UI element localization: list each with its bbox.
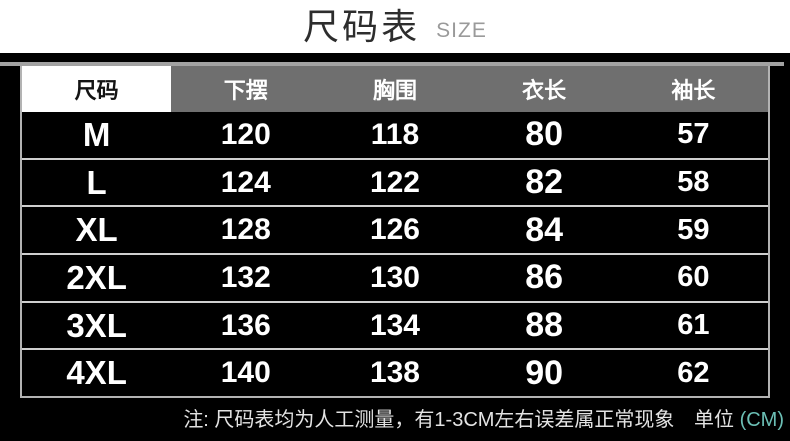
value-cell: 122 <box>369 165 420 199</box>
unit-value: (CM) <box>739 409 784 431</box>
value-cell: 90 <box>525 353 564 392</box>
value-cell: 57 <box>677 118 710 151</box>
size-cell: 2XL <box>66 258 127 296</box>
table-row: 2XL 132 130 86 60 <box>22 253 768 301</box>
size-cell: 4XL <box>66 354 127 392</box>
size-chart-table: 尺码 下摆 胸围 衣长 袖长 M 120 118 80 57 L 124 122… <box>20 66 770 398</box>
size-cell: L <box>86 163 107 201</box>
value-cell: 134 <box>369 308 420 342</box>
table-row: L 124 122 82 58 <box>22 157 768 206</box>
size-cell: M <box>82 115 111 153</box>
value-cell: 62 <box>677 356 710 389</box>
top-divider-line <box>0 62 784 66</box>
value-cell: 80 <box>525 115 564 154</box>
value-cell: 58 <box>677 166 710 198</box>
header-cell-hem: 下摆 <box>171 66 321 112</box>
value-cell: 126 <box>369 213 420 247</box>
value-cell: 132 <box>220 260 271 294</box>
table-header-row: 尺码 下摆 胸围 衣长 袖长 <box>22 66 768 112</box>
value-cell: 60 <box>677 261 710 294</box>
value-cell: 124 <box>220 165 271 199</box>
value-cell: 138 <box>369 356 420 390</box>
header-cell-length: 衣长 <box>469 66 619 112</box>
header-cell-bust: 胸围 <box>320 66 470 112</box>
size-chart-panel: 尺码 下摆 胸围 衣长 袖长 M 120 118 80 57 L 124 122… <box>0 53 790 441</box>
table-row: XL 128 126 84 59 <box>22 205 768 253</box>
value-cell: 128 <box>220 213 271 247</box>
header-cell-size: 尺码 <box>22 66 172 112</box>
page-title: 尺码表 SIZE <box>0 0 790 53</box>
value-cell: 118 <box>370 117 420 151</box>
table-row: M 120 118 80 57 <box>22 112 768 158</box>
value-cell: 88 <box>525 306 564 345</box>
value-cell: 120 <box>220 117 271 151</box>
measurement-note: 注: 尺码表均为人工测量，有1-3CM左右误差属正常现象 单位 (CM) <box>183 403 784 432</box>
value-cell: 59 <box>677 213 710 246</box>
title-chinese: 尺码表 <box>303 5 421 47</box>
value-cell: 84 <box>525 210 564 249</box>
note-text: 注: 尺码表均为人工测量，有1-3CM左右误差属正常现象 <box>183 409 675 431</box>
size-cell: 3XL <box>66 306 127 344</box>
value-cell: 140 <box>220 356 271 390</box>
value-cell: 136 <box>220 308 271 342</box>
header-cell-sleeve: 袖长 <box>618 66 768 112</box>
value-cell: 86 <box>525 258 564 297</box>
table-row: 3XL 136 134 88 61 <box>22 300 768 349</box>
title-english: SIZE <box>436 19 487 42</box>
table-row: 4XL 140 138 90 62 <box>22 348 768 396</box>
value-cell: 130 <box>369 260 420 294</box>
value-cell: 82 <box>525 163 564 201</box>
size-cell: XL <box>75 211 118 249</box>
unit-label: 单位 <box>694 409 734 431</box>
value-cell: 61 <box>677 309 710 342</box>
